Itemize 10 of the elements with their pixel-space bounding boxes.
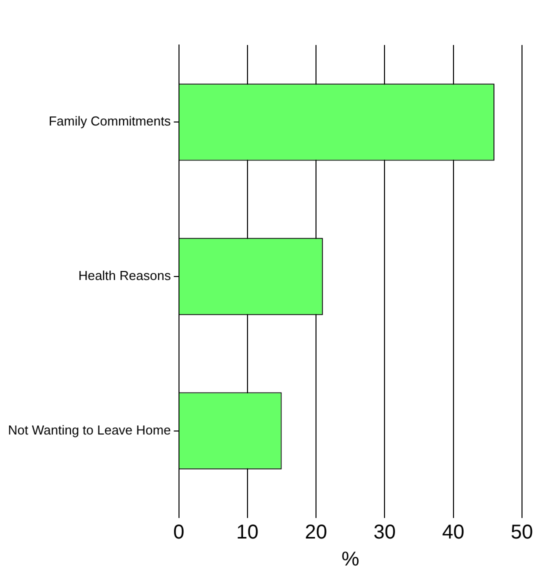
y-tick-label: Family Commitments xyxy=(48,114,172,129)
x-axis-title: % xyxy=(341,548,360,571)
y-tick-label: Not Wanting to Leave Home xyxy=(8,422,171,438)
x-tick-label: 40 xyxy=(442,522,464,544)
x-tick-label: 10 xyxy=(236,522,259,544)
x-tick-label: 30 xyxy=(374,522,396,544)
x-tick-label: 0 xyxy=(173,522,184,544)
y-tick-label: Health Reasons xyxy=(78,268,172,284)
x-tick-label: 50 xyxy=(510,522,533,544)
x-tick-label: 20 xyxy=(304,522,328,544)
